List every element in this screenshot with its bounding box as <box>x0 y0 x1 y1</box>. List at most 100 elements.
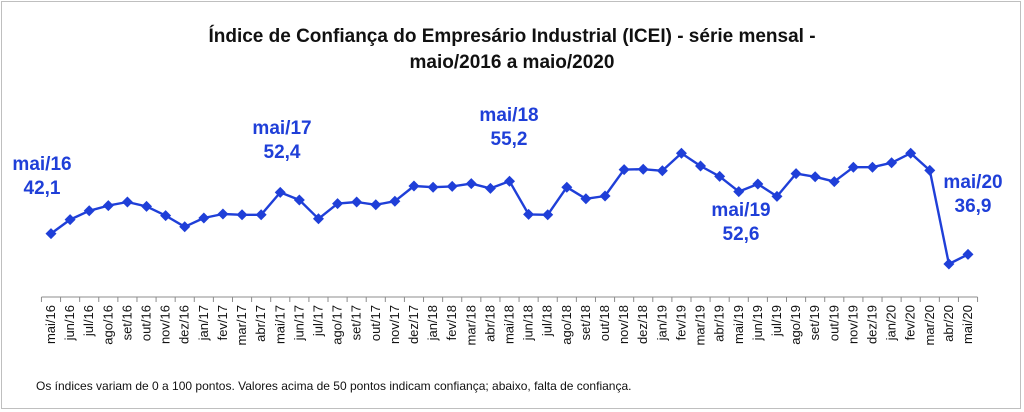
data-point <box>293 194 305 206</box>
data-point <box>64 214 76 226</box>
data-point <box>542 209 554 221</box>
annotation-label: mai/19 <box>711 200 770 221</box>
x-tick-label: fev/20 <box>903 305 918 340</box>
x-axis <box>40 296 979 302</box>
chart-title-line-2: maio/2016 a maio/2020 <box>409 52 615 73</box>
x-tick-label: mar/19 <box>693 305 708 345</box>
data-point <box>809 171 821 183</box>
x-tick-label: dez/18 <box>635 305 650 344</box>
data-point <box>141 200 153 212</box>
data-point <box>733 186 745 198</box>
data-point <box>102 200 114 212</box>
x-tick-label: out/16 <box>139 305 154 341</box>
data-point <box>484 182 496 194</box>
x-tick-label: jun/16 <box>62 305 77 341</box>
x-tick-label: jul/19 <box>769 305 784 337</box>
x-tick-label: set/18 <box>578 305 593 340</box>
data-point <box>599 190 611 202</box>
data-point <box>523 208 535 220</box>
x-tick-label: dez/16 <box>177 305 192 344</box>
data-point <box>160 210 172 222</box>
data-point <box>274 186 286 198</box>
annotations: mai/16 42,1 mai/17 52,4 mai/18 55,2 mai/19 52,6… <box>12 105 1002 245</box>
annotation-value: 42,1 <box>24 178 61 199</box>
series-line <box>50 151 969 266</box>
x-tick-label: jul/16 <box>81 305 96 337</box>
x-tick-label: mai/19 <box>731 305 746 344</box>
x-tick-label: jul/18 <box>540 305 555 337</box>
x-tick-label: mai/17 <box>272 305 287 344</box>
x-tick-label: nov/19 <box>845 305 860 344</box>
data-point <box>580 193 592 205</box>
data-point <box>790 168 802 180</box>
data-point <box>771 190 783 202</box>
data-point <box>847 161 859 173</box>
data-point <box>446 180 458 192</box>
data-point <box>752 178 764 190</box>
x-tick-label: fev/19 <box>673 305 688 340</box>
x-tick-label: jun/18 <box>521 305 536 341</box>
data-point <box>121 196 133 208</box>
x-tick-label: abr/20 <box>941 305 956 342</box>
x-tick-label: ago/19 <box>788 305 803 345</box>
x-tick-label: mai/16 <box>43 305 58 344</box>
x-tick-label: jun/19 <box>750 305 765 341</box>
data-point <box>332 198 344 210</box>
annotation-label: mai/20 <box>943 172 1002 193</box>
data-point <box>370 199 382 211</box>
data-point <box>943 258 955 270</box>
data-point <box>675 147 687 159</box>
x-tick-label: ago/17 <box>330 305 345 345</box>
x-tick-label: jul/17 <box>310 305 325 337</box>
x-tick-label: out/18 <box>597 305 612 341</box>
data-point <box>351 196 363 208</box>
x-tick-label: abr/18 <box>482 305 497 342</box>
annotation-label: mai/16 <box>12 154 71 175</box>
data-point <box>618 164 630 176</box>
data-point <box>828 176 840 188</box>
data-point <box>866 161 878 173</box>
annotation-value: 55,2 <box>491 129 528 150</box>
chart-title-line-1: Índice de Confiança do Empresário Indust… <box>208 26 816 47</box>
x-tick-label: jan/17 <box>196 305 211 341</box>
x-tick-label: mar/20 <box>922 305 937 345</box>
data-point <box>465 178 477 190</box>
x-tick-label: nov/18 <box>616 305 631 344</box>
x-tick-label: dez/17 <box>406 305 421 344</box>
data-point <box>427 181 439 193</box>
annotation-label: mai/17 <box>252 118 311 139</box>
data-point <box>637 163 649 175</box>
data-point <box>179 221 191 233</box>
data-point <box>924 164 936 176</box>
series-line-layer <box>50 151 969 266</box>
data-point <box>714 170 726 182</box>
annotation-value: 52,6 <box>723 224 760 245</box>
data-points <box>45 147 974 270</box>
data-point <box>236 209 248 221</box>
x-tick-label: set/17 <box>349 305 364 340</box>
annotation-label: mai/18 <box>479 105 538 126</box>
x-tick-label: mar/18 <box>463 305 478 345</box>
data-point <box>561 181 573 193</box>
x-tick-label: fev/17 <box>215 305 230 340</box>
x-tick-label: ago/16 <box>100 305 115 345</box>
annotation-value: 52,4 <box>264 142 301 163</box>
annotation-value: 36,9 <box>955 196 992 217</box>
data-point <box>886 157 898 169</box>
data-point <box>962 248 974 260</box>
x-tick-label: ago/18 <box>559 305 574 345</box>
x-tick-labels: mai/16 jun/16 jul/16 ago/16 set/16 out/16 nov/… <box>43 305 975 345</box>
data-point <box>905 147 917 159</box>
x-tick-label: jan/20 <box>884 305 899 341</box>
data-point <box>198 212 210 224</box>
data-point <box>389 195 401 207</box>
x-tick-label: abr/19 <box>712 305 727 342</box>
x-tick-label: out/19 <box>826 305 841 341</box>
x-tick-label: dez/19 <box>864 305 879 344</box>
data-point <box>408 180 420 192</box>
x-tick-label: jan/18 <box>425 305 440 341</box>
data-point <box>255 209 267 221</box>
x-tick-label: nov/16 <box>158 305 173 344</box>
